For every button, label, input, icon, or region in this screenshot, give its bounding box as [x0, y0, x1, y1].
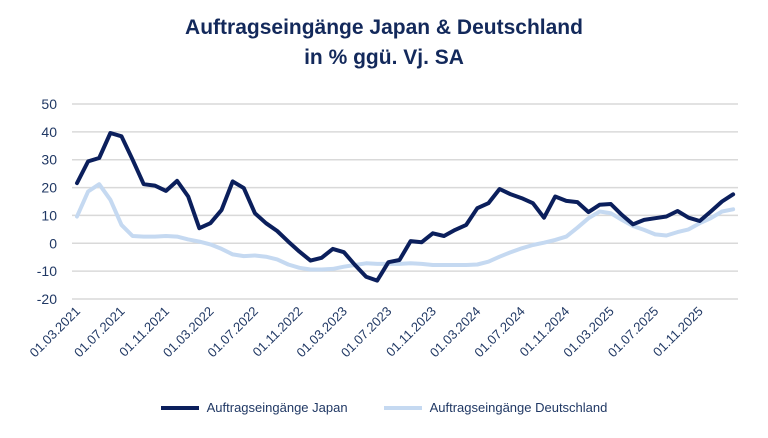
chart-subtitle: in % ggü. Vj. SA	[304, 46, 464, 69]
y-tick-label: 10	[41, 207, 57, 223]
x-tick-label: 01.11.2023	[383, 304, 439, 360]
x-tick-label: 01.07.2021	[71, 304, 128, 361]
x-tick-label: 01.03.2023	[293, 304, 350, 361]
x-tick-label: 01.03.2021	[26, 304, 83, 361]
legend: Auftragseingänge Japan Auftragseingänge …	[0, 400, 768, 415]
series-line-deutschland	[75, 182, 736, 272]
x-tick-label: 01.11.2021	[116, 304, 172, 360]
legend-swatch-deutschland	[383, 405, 422, 410]
chart-title: Auftragseingänge Japan & Deutschland	[185, 16, 583, 39]
y-tick-label: -20	[37, 291, 57, 307]
y-tick-label: 50	[41, 96, 57, 112]
x-tick-label: 01.07.2022	[204, 304, 261, 361]
legend-swatch-japan	[160, 405, 199, 410]
legend-label-deutschland: Auftragseingänge Deutschland	[429, 400, 608, 415]
x-tick-label: 01.07.2023	[338, 304, 395, 361]
y-tick-label: 40	[41, 124, 57, 140]
series-line-japan	[75, 131, 736, 283]
x-tick-label: 01.11.2022	[250, 304, 306, 360]
x-tick-label: 01.11.2025	[650, 304, 706, 360]
x-tick-label: 01.07.2025	[605, 304, 662, 361]
legend-item-japan: Auftragseingänge Japan	[160, 400, 348, 415]
x-tick-label: 01.03.2022	[160, 304, 217, 361]
x-tick-label: 01.11.2024	[516, 304, 572, 360]
y-tick-label: -10	[37, 263, 57, 279]
legend-item-deutschland: Auftragseingänge Deutschland	[383, 400, 608, 415]
y-tick-label: 0	[49, 235, 57, 251]
x-tick-label: 01.03.2025	[560, 304, 617, 361]
y-tick-label: 20	[41, 180, 57, 196]
x-tick-label: 01.03.2024	[427, 304, 484, 361]
x-tick-label: 01.07.2024	[471, 304, 528, 361]
legend-label-japan: Auftragseingänge Japan	[206, 400, 348, 415]
y-tick-label: 30	[41, 152, 57, 168]
